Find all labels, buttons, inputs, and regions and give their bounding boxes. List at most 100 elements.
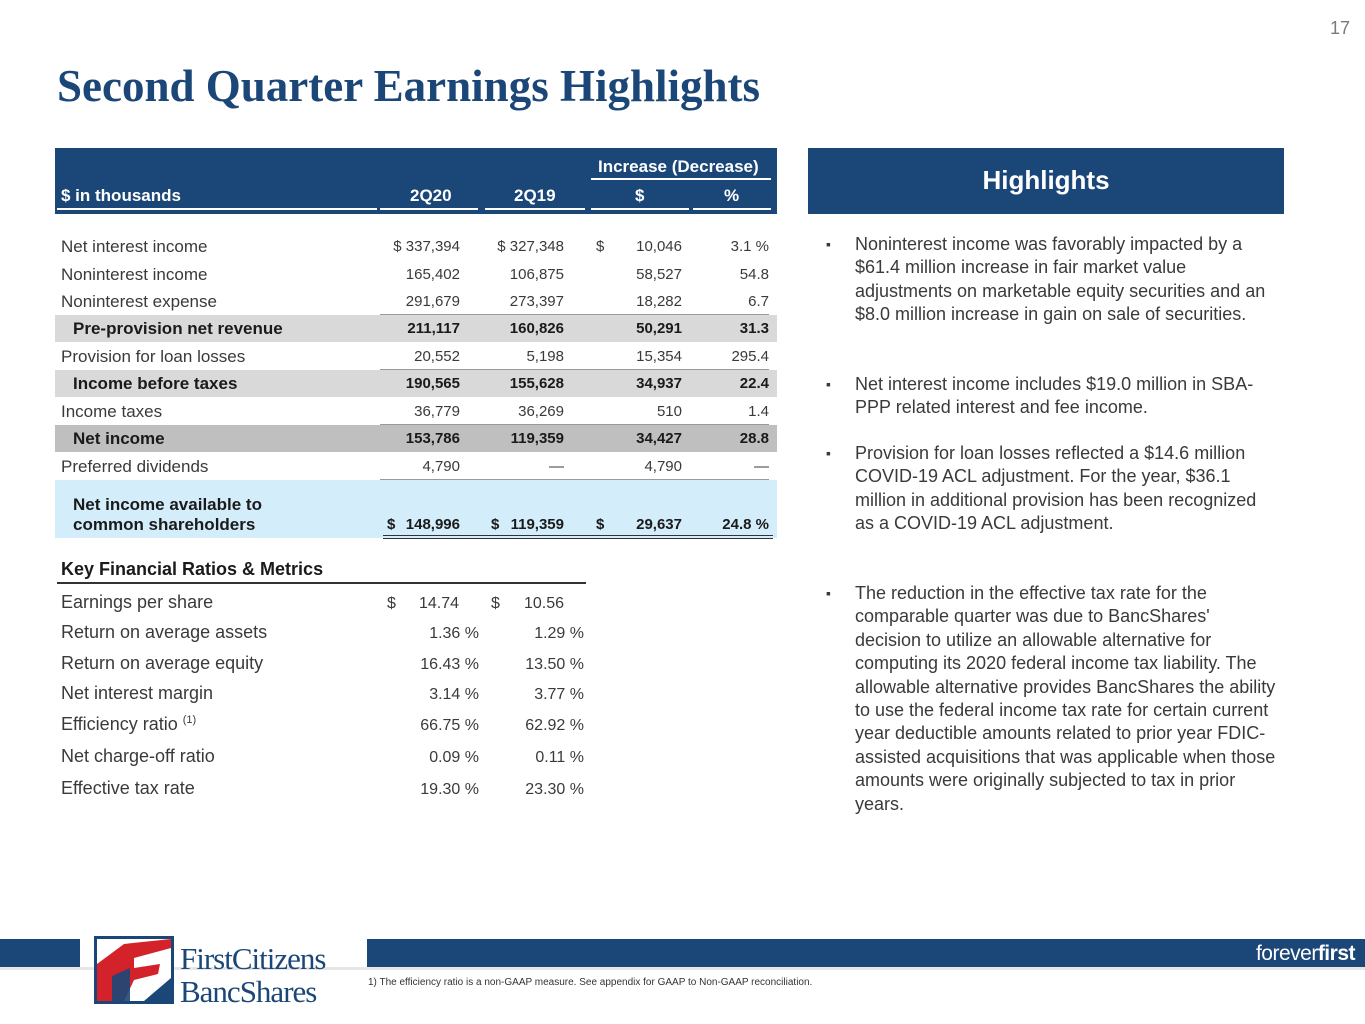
highlight-bullet: ▪ The reduction in the effective tax rat… xyxy=(826,582,1276,816)
row-label-line2: common shareholders xyxy=(73,515,256,534)
table-row-net-income: Net income 153,786 119,359 34,427 28.8 xyxy=(55,425,777,452)
table-header: $ in thousands 2Q20 2Q19 Increase (Decre… xyxy=(55,148,777,214)
highlight-bullet: ▪ Noninterest income was favorably impac… xyxy=(826,233,1276,327)
metric-dollar-sign: $ xyxy=(491,595,500,612)
metric-2q19: 1.29 % xyxy=(534,625,584,642)
footer-bar-left xyxy=(0,939,80,967)
bullet-marker: ▪ xyxy=(826,236,831,252)
logo-line2: BancShares xyxy=(180,974,317,1009)
bullet-text: The reduction in the effective tax rate … xyxy=(855,583,1276,814)
metric-dollar-sign: $ xyxy=(387,595,396,612)
tagline-first: first xyxy=(1317,942,1356,965)
logo-line1: FirstCitizens xyxy=(180,941,326,976)
metrics-title: Key Financial Ratios & Metrics xyxy=(61,559,324,579)
metric-2q20: 3.14 % xyxy=(429,686,479,703)
metric-row: Effective tax rate 19.30 % 23.30 % xyxy=(55,776,595,806)
cell-change-pct: 24.8 % xyxy=(722,516,769,533)
cell-2q20: 291,679 xyxy=(405,293,460,310)
cell-change-dollar: 510 xyxy=(656,403,682,420)
row-label: Noninterest income xyxy=(61,265,208,284)
row-label: Preferred dividends xyxy=(61,457,209,476)
cell-2q20: 4,790 xyxy=(422,458,460,475)
table-row-subtotal: Income before taxes 190,565 155,628 34,9… xyxy=(55,370,777,397)
highlights-header: Highlights xyxy=(808,148,1284,214)
metric-label-text: Efficiency ratio xyxy=(61,714,178,734)
row-label: Income taxes xyxy=(61,402,163,421)
table-row-net-income-common: Net income available to common sharehold… xyxy=(55,480,777,538)
metric-label: Return on average assets xyxy=(61,622,268,642)
metric-2q19: 0.11 % xyxy=(535,749,584,766)
table-row: Noninterest income 165,402 106,875 58,52… xyxy=(55,261,777,288)
cell-dollar-sign: $ xyxy=(596,238,605,255)
header-change-dollar: $ xyxy=(635,186,645,205)
page-number: 17 xyxy=(1329,18,1350,38)
cell-2q20: 153,786 xyxy=(405,430,460,447)
row-label: Net income xyxy=(73,429,165,448)
cell-2q20: 20,552 xyxy=(414,348,460,365)
cell-change-pct: 31.3 xyxy=(739,320,769,337)
metric-label: Net charge-off ratio xyxy=(61,746,215,766)
row-label: Provision for loan losses xyxy=(61,347,246,366)
metric-label: Earnings per share xyxy=(61,592,214,612)
cell-change-dollar: 4,790 xyxy=(644,458,682,475)
metric-2q19: 3.77 % xyxy=(534,686,584,703)
table-row: Income taxes 36,779 36,269 510 1.4 xyxy=(55,398,777,425)
cell-change-pct: 54.8 xyxy=(739,266,769,283)
bullet-text: Net interest income includes $19.0 milli… xyxy=(855,374,1254,418)
cell-change-dollar: 34,427 xyxy=(636,430,682,447)
page-title: Second Quarter Earnings Highlights xyxy=(57,61,761,111)
row-label: Income before taxes xyxy=(73,374,238,393)
metric-row: Return on average equity 16.43 % 13.50 % xyxy=(55,651,595,681)
metric-2q19: 23.30 % xyxy=(525,781,584,798)
logo-wordmark: FirstCitizens BancShares xyxy=(180,941,326,1009)
cell-2q19: 119,359 xyxy=(510,430,564,447)
bullet-marker: ▪ xyxy=(826,585,831,601)
cell-2q19: 5,198 xyxy=(526,348,564,365)
cell-change-dollar: 34,937 xyxy=(636,375,682,392)
metric-2q19: 13.50 % xyxy=(525,656,584,673)
metric-2q20: 66.75 % xyxy=(420,717,479,734)
metric-row: Net interest margin 3.14 % 3.77 % xyxy=(55,681,595,711)
cell-2q19: $ 327,348 xyxy=(497,238,564,255)
metric-2q20: 16.43 % xyxy=(420,656,479,673)
cell-2q19: 160,826 xyxy=(509,320,564,337)
metric-label: Net interest margin xyxy=(61,683,214,703)
first-citizens-logo-icon xyxy=(94,936,174,1004)
metric-row: Net charge-off ratio 0.09 % 0.11 % xyxy=(55,744,595,774)
cell-change-pct: — xyxy=(754,458,769,475)
bullet-text: Provision for loan losses reflected a $1… xyxy=(855,443,1257,534)
cell-change-dollar: 18,282 xyxy=(636,293,682,310)
cell-dollar-sign: $ xyxy=(596,516,605,533)
cell-change-dollar: 29,637 xyxy=(636,516,682,533)
footnote-marker: (1) xyxy=(182,714,197,726)
highlight-bullet: ▪ Provision for loan losses reflected a … xyxy=(826,442,1276,536)
cell-2q20: $ 337,394 xyxy=(393,238,460,255)
header-2q20: 2Q20 xyxy=(410,186,452,205)
tagline: foreverfirst xyxy=(1256,942,1356,966)
table-row: Noninterest expense 291,679 273,397 18,2… xyxy=(55,288,777,315)
header-units-label: $ in thousands xyxy=(61,186,181,205)
cell-2q19: 273,397 xyxy=(509,293,564,310)
header-change-pct: % xyxy=(724,186,740,205)
header-increase-decrease: Increase (Decrease) xyxy=(598,157,759,176)
cell-change-pct: 28.8 xyxy=(739,430,769,447)
metric-row: Return on average assets 1.36 % 1.29 % xyxy=(55,620,595,650)
table-row-subtotal: Pre-provision net revenue 211,117 160,82… xyxy=(55,315,777,342)
cell-change-pct: 1.4 xyxy=(748,403,769,420)
double-underline xyxy=(383,535,773,539)
metric-row: Earnings per share $ 14.74 $ 10.56 xyxy=(55,590,595,620)
cell-2q20: 165,402 xyxy=(405,266,460,283)
cell-2q19: 36,269 xyxy=(518,403,564,420)
cell-change-dollar: 10,046 xyxy=(636,238,682,255)
footnote: 1) The efficiency ratio is a non-GAAP me… xyxy=(368,977,813,988)
cell-dollar-sign: $ xyxy=(491,516,500,533)
metrics-divider xyxy=(57,582,586,584)
cell-2q19: 119,359 xyxy=(510,516,564,533)
metric-2q19: 62.92 % xyxy=(525,717,584,734)
cell-change-dollar: 15,354 xyxy=(636,348,682,365)
metric-label: Efficiency ratio (1) xyxy=(61,714,196,735)
table-row: Net interest income $ 337,394 $ 327,348 … xyxy=(55,233,777,260)
metric-row: Efficiency ratio (1) 66.75 % 62.92 % xyxy=(55,712,595,742)
cell-2q20: 148,996 xyxy=(405,516,460,533)
metric-2q20: 19.30 % xyxy=(420,781,479,798)
